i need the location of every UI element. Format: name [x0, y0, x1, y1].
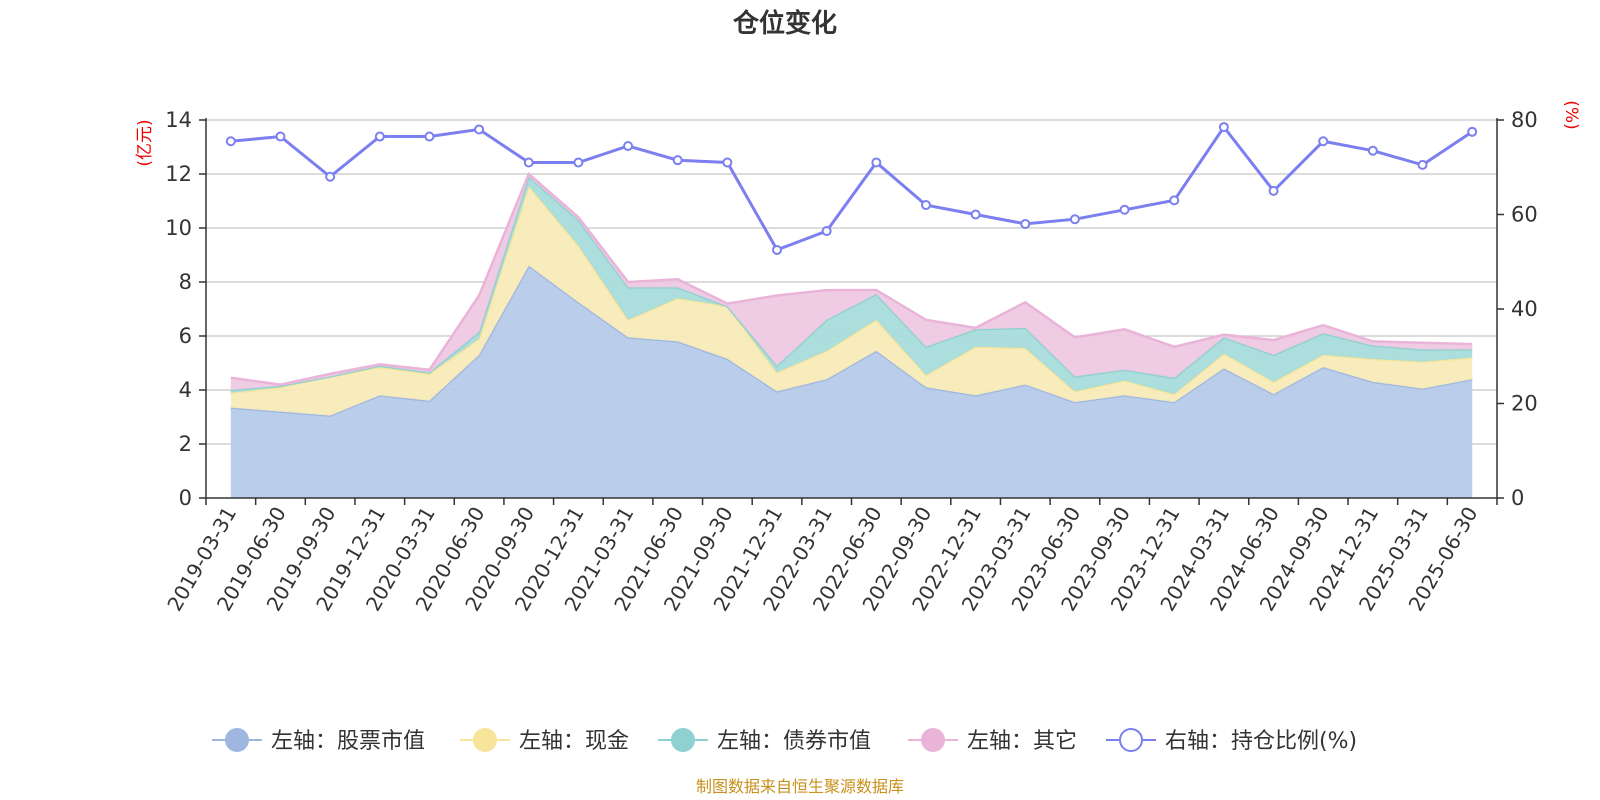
ratio-point — [1268, 185, 1279, 196]
right-tick-label: 20 — [1511, 392, 1538, 416]
legend: 左轴：股票市值 左轴：现金 左轴：债券市值 左轴：其它 右轴：持仓比例(%) — [212, 728, 1357, 754]
legend-label: 左轴：债券市值 — [717, 729, 871, 754]
area-series-2 — [230, 186, 1473, 416]
left-tick-label: 2 — [179, 432, 192, 456]
legend-label: 右轴：持仓比例(%) — [1165, 729, 1357, 754]
left-tick-label: 0 — [179, 486, 192, 510]
left-tick-label: 12 — [165, 162, 192, 186]
legend-marker — [671, 728, 695, 752]
legend-item-3: 左轴：债券市值 — [658, 728, 871, 754]
ratio-point — [374, 131, 385, 142]
ratio-point — [1069, 214, 1080, 225]
left-tick-label: 6 — [179, 324, 192, 348]
ratio-point — [970, 209, 981, 220]
ratio-point — [1218, 122, 1229, 133]
ratio-point — [1020, 218, 1031, 229]
legend-item-5: 右轴：持仓比例(%) — [1106, 728, 1357, 754]
legend-label: 左轴：现金 — [519, 729, 629, 754]
ratio-point — [722, 157, 733, 168]
ratio-point — [1169, 195, 1180, 206]
right-tick-label: 0 — [1511, 486, 1524, 510]
ratio-point — [772, 244, 783, 255]
right-tick-label: 60 — [1511, 203, 1538, 227]
source-note: 制图数据来自恒生聚源数据库 — [696, 777, 904, 796]
left-tick-label: 10 — [165, 216, 192, 240]
legend-marker — [225, 728, 249, 752]
left-axis-unit: (亿元) — [135, 119, 155, 166]
legend-marker — [921, 728, 945, 752]
ratio-point — [474, 124, 485, 135]
area-edge-4 — [230, 171, 1473, 386]
right-axis-unit: (%) — [1561, 100, 1581, 129]
ratio-point — [424, 131, 435, 142]
ratio-line-path — [230, 124, 1474, 252]
ratio-point — [1318, 136, 1329, 147]
legend-item-4: 左轴：其它 — [908, 728, 1077, 754]
chart-title: 仓位变化 — [732, 8, 837, 39]
ratio-point — [225, 136, 236, 147]
legend-label: 左轴：股票市值 — [271, 729, 425, 754]
ratio-point — [275, 131, 286, 142]
legend-label: 左轴：其它 — [967, 729, 1077, 754]
left-tick-label: 4 — [179, 378, 192, 402]
right-tick-label: 40 — [1511, 297, 1538, 321]
ratio-point — [523, 157, 534, 168]
ratio-point — [920, 200, 931, 211]
right-tick-label: 80 — [1511, 108, 1538, 132]
legend-marker — [473, 728, 497, 752]
ratio-point — [1467, 126, 1478, 137]
ratio-point — [821, 226, 832, 237]
legend-item-2: 左轴：现金 — [460, 728, 629, 754]
ratio-point — [871, 157, 882, 168]
ratio-point — [1367, 145, 1378, 156]
position-ratio-line — [225, 122, 1478, 255]
legend-item-1: 左轴：股票市值 — [212, 728, 425, 754]
ratio-point — [573, 157, 584, 168]
ratio-point — [1119, 204, 1130, 215]
left-tick-label: 14 — [165, 108, 192, 132]
ratio-point — [672, 155, 683, 166]
stacked-areas — [230, 171, 1473, 498]
ratio-point — [623, 140, 634, 151]
left-tick-label: 8 — [179, 270, 192, 294]
ratio-point — [325, 171, 336, 182]
area-series-1 — [230, 265, 1473, 498]
ratio-point — [1417, 159, 1428, 170]
legend-marker — [1119, 728, 1143, 752]
